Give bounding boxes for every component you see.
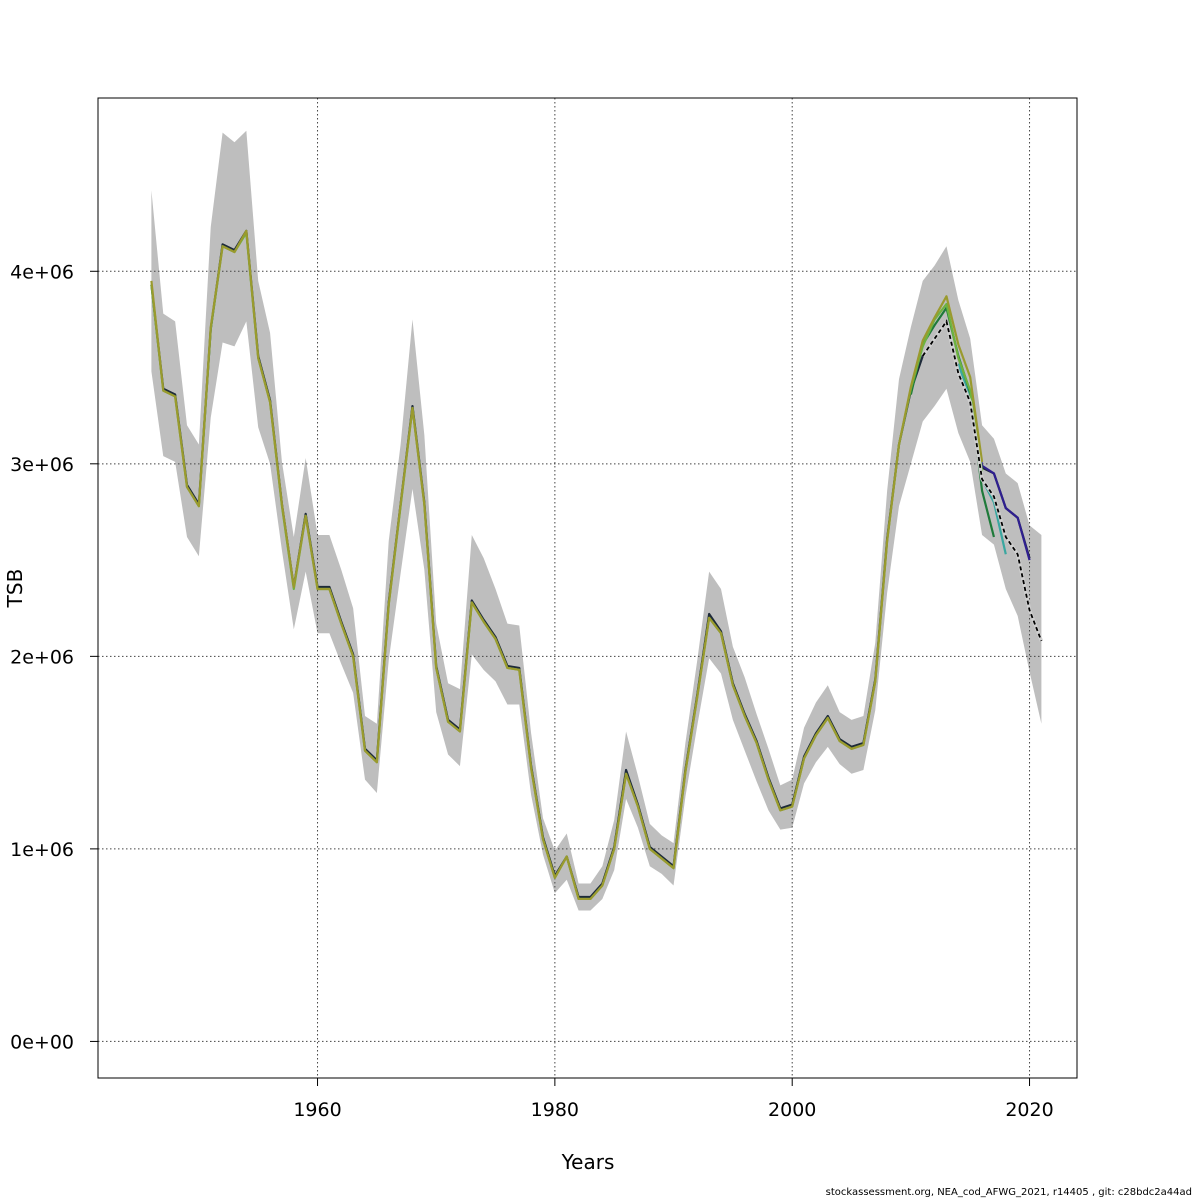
y-tick-label: 0e+00 bbox=[10, 1031, 74, 1053]
y-tick-label: 4e+06 bbox=[10, 261, 74, 283]
series-line-4 bbox=[150, 231, 984, 901]
x-axis-label: Years bbox=[561, 1150, 615, 1174]
grid bbox=[98, 98, 1077, 1078]
confidence-band-area bbox=[151, 130, 1042, 911]
x-axis: 1960 1980 2000 2020 bbox=[293, 1078, 1054, 1121]
y-tick-label: 1e+06 bbox=[10, 839, 74, 861]
x-tick-label: 1980 bbox=[531, 1099, 579, 1121]
series-line-6 bbox=[921, 319, 1043, 642]
x-tick-label: 2000 bbox=[768, 1099, 816, 1121]
y-tick-label: 2e+06 bbox=[10, 646, 74, 668]
y-axis: 0e+00 1e+06 2e+06 3e+06 4e+06 bbox=[10, 261, 98, 1053]
series-line-5 bbox=[150, 229, 984, 901]
y-axis-label: TSB bbox=[3, 569, 27, 609]
series-lines bbox=[150, 229, 1044, 901]
confidence-band bbox=[151, 130, 1042, 911]
y-tick-label: 3e+06 bbox=[10, 454, 74, 476]
x-tick-label: 1960 bbox=[293, 1099, 341, 1121]
x-tick-label: 2020 bbox=[1005, 1099, 1053, 1121]
plot-frame bbox=[97, 97, 1078, 1079]
series-line-0 bbox=[150, 229, 1031, 899]
footer-note: stockassessment.org, NEA_cod_AFWG_2021, … bbox=[825, 1187, 1192, 1198]
